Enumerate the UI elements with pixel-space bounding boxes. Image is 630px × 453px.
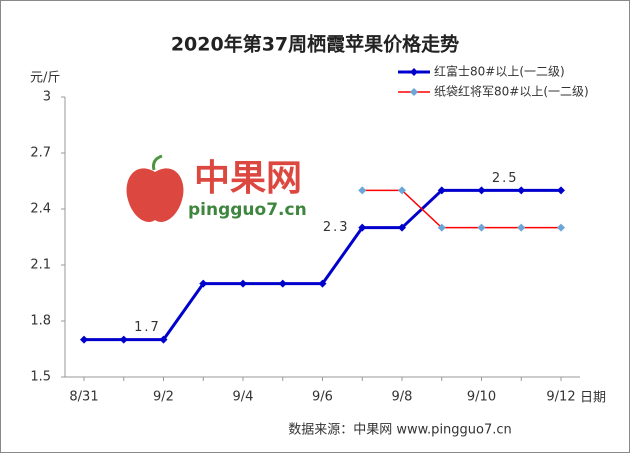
data-point [199,279,208,288]
logo-apple [126,168,184,222]
y-tick-label: 3 [43,90,51,105]
chart-title: 2020年第37周栖霞苹果价格走势 [171,33,459,56]
x-tick-label: 9/6 [312,390,333,405]
data-point [557,186,565,195]
watermark: 中果网 pingguo7.cn [126,154,307,222]
y-tick-label: 1.8 [30,314,51,329]
data-point [517,223,526,232]
data-point [437,186,446,195]
x-tick-label: 8/31 [69,390,98,405]
y-axis-label: 元/斤 [30,71,60,86]
series-line [362,189,561,229]
legend-label: 纸袋红将军80#以上(一二级) [434,84,589,99]
legend-marker [410,88,418,96]
y-tick-label: 1.5 [30,370,51,385]
data-point [358,186,367,195]
source: 数据来源：中果网 www.pingguo7.cn [288,423,512,438]
data-label: 2.5 [492,171,519,186]
x-tick-label: 9/4 [233,390,254,405]
data-point [477,186,486,195]
data-point [437,223,446,232]
x-tick-label: 9/12 [546,390,575,405]
logo-stem [152,154,163,171]
y-tick-label: 2.7 [30,146,51,161]
data-point [557,223,565,232]
data-point [398,223,406,232]
watermark-brand: 中果网 [194,158,302,199]
data-point [239,279,247,288]
x-axis-label: 日期 [580,391,606,406]
data-point [119,335,128,344]
data-point [398,186,406,195]
data-point [159,335,168,344]
legend-label: 红富士80#以上(一二级) [434,64,565,79]
data-point [517,186,526,195]
x-tick-label: 9/8 [392,390,413,405]
data-point [278,279,287,288]
legend-marker [410,68,418,76]
data-point [358,223,367,232]
data-point [477,223,486,232]
data-point [318,279,327,288]
data-label: 1.7 [134,320,161,335]
x-tick-label: 9/10 [467,390,496,405]
y-tick-label: 2.1 [30,258,51,273]
data-point [80,335,88,344]
watermark-site: pingguo7.cn [188,200,307,220]
x-tick-label: 9/2 [153,390,174,405]
data-label: 2.3 [323,220,350,235]
y-tick-label: 2.4 [30,202,51,217]
